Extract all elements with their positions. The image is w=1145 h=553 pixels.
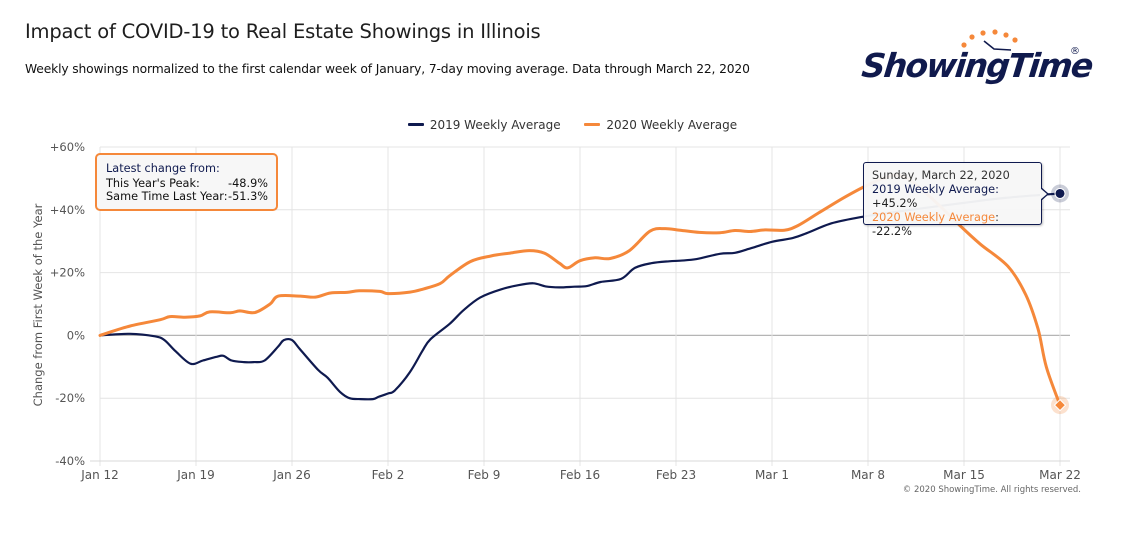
- legend-label-2020: 2020 Weekly Average: [606, 117, 738, 132]
- x-tick-label: Jan 19: [176, 468, 215, 482]
- legend-swatch-2020: [584, 123, 601, 126]
- chart-legend: 2019 Weekly Average 2020 Weekly Average: [0, 115, 1145, 132]
- x-axis-ticks: Jan 12 Jan 19 Jan 26 Feb 2 Feb 9 Feb 16 Feb 23…: [80, 468, 1081, 482]
- tooltip-value: +45.2%: [872, 197, 918, 210]
- latest-change-row: Same Time Last Year: -51.3%: [106, 190, 268, 203]
- tooltip-pointer-inner: [1040, 188, 1047, 200]
- y-axis-ticks: +60% +40% +20% 0% -20% -40%: [50, 140, 85, 468]
- grid-lines: [90, 146, 1070, 466]
- legend-item-2020[interactable]: 2020 Weekly Average: [584, 118, 737, 132]
- series-line-2019: [98, 192, 1062, 401]
- row-value: -48.9%: [228, 177, 268, 190]
- y-tick-label: -20%: [55, 391, 85, 405]
- showingtime-logo: ShowingTime ®: [858, 24, 1094, 94]
- tooltip-row-2020: 2020 Weekly Average: -22.2%: [872, 211, 999, 238]
- marker-point-2020: [1053, 398, 1067, 412]
- x-tick-label: Mar 15: [943, 468, 985, 482]
- tooltip-date: Sunday, March 22, 2020: [872, 169, 1010, 182]
- legend-swatch-2019: [407, 123, 424, 126]
- row-label: Same Time Last Year:: [106, 190, 228, 203]
- logo-dots-icon: [961, 29, 1018, 51]
- x-tick-label: Mar 22: [1039, 468, 1081, 482]
- latest-change-heading: Latest change from:: [106, 162, 220, 175]
- y-tick-label: +20%: [50, 266, 85, 280]
- tooltip-value: -22.2%: [872, 225, 912, 238]
- series-markers: [1051, 184, 1069, 415]
- marker-point-2019: [1054, 187, 1066, 199]
- latest-change-row: This Year's Peak: -48.9%: [106, 177, 268, 190]
- row-label: This Year's Peak:: [106, 177, 200, 190]
- copyright-notice: © 2020 ShowingTime. All rights reserved.: [902, 485, 1081, 495]
- x-tick-label: Feb 23: [656, 468, 696, 482]
- tooltip-series-label: 2020 Weekly Average: [872, 211, 996, 224]
- tooltip-series-label: 2019 Weekly Average: [872, 183, 996, 196]
- x-tick-label: Jan 12: [80, 468, 119, 482]
- latest-change-box: Latest change from: This Year's Peak: -4…: [95, 153, 278, 211]
- legend-item-2019[interactable]: 2019 Weekly Average: [407, 117, 561, 132]
- y-tick-label: 0%: [67, 328, 85, 342]
- chart-title: Impact of COVID-19 to Real Estate Showin…: [25, 20, 541, 43]
- x-tick-label: Mar 1: [755, 468, 789, 482]
- legend-label-2019: 2019 Weekly Average: [429, 117, 561, 132]
- x-tick-label: Feb 16: [560, 468, 600, 482]
- y-tick-label: +40%: [50, 203, 85, 217]
- row-value: -51.3%: [228, 190, 268, 203]
- y-tick-label: +60%: [50, 140, 85, 154]
- tooltip-row-2019: 2019 Weekly Average: +45.2%: [872, 183, 999, 210]
- y-tick-label: -40%: [55, 454, 85, 468]
- logo-registered-mark: ®: [1070, 46, 1080, 57]
- x-tick-label: Mar 8: [851, 468, 885, 482]
- x-tick-label: Feb 2: [372, 468, 405, 482]
- chart-subtitle: Weekly showings normalized to the first …: [25, 62, 750, 76]
- x-tick-label: Jan 26: [272, 468, 311, 482]
- hover-tooltip: Sunday, March 22, 2020 2019 Weekly Avera…: [863, 162, 1042, 238]
- x-tick-label: Feb 9: [468, 468, 501, 482]
